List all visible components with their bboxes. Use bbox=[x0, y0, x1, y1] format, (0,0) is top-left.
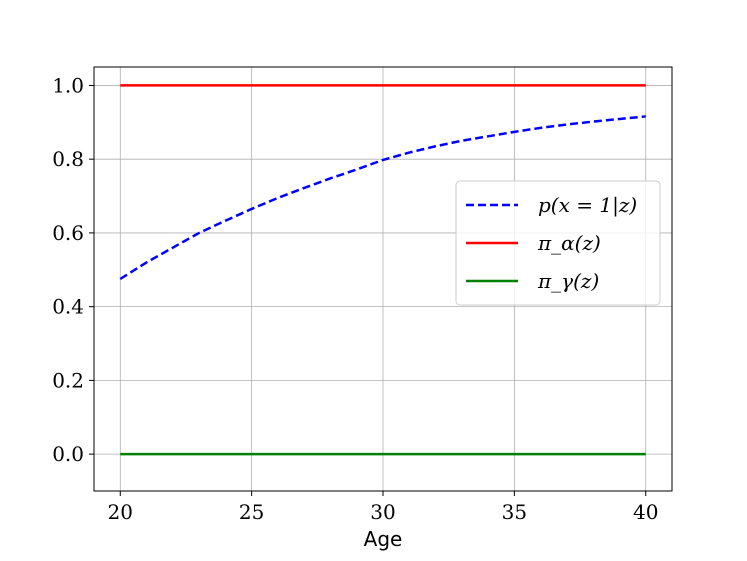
series-line-0 bbox=[119, 115, 646, 281]
legend-label-1: π_α(z) bbox=[537, 231, 601, 255]
y-tick-label: 1.0 bbox=[52, 73, 84, 97]
plot-series bbox=[119, 84, 646, 456]
x-tick-label: 25 bbox=[239, 500, 264, 524]
y-tick-label: 0.8 bbox=[52, 147, 84, 171]
legend-box bbox=[455, 180, 661, 306]
x-axis-title: Age bbox=[364, 527, 403, 551]
x-tick-label: 35 bbox=[502, 500, 527, 524]
x-tick-label: 30 bbox=[370, 500, 395, 524]
x-tick-label: 20 bbox=[108, 500, 133, 524]
y-tick-label: 0.6 bbox=[52, 221, 84, 245]
legend-label-2: π_γ(z) bbox=[537, 269, 599, 293]
x-tick-label: 40 bbox=[633, 500, 658, 524]
legend-label-0: p(x = 1|z) bbox=[538, 193, 637, 218]
y-tick-label: 0.2 bbox=[52, 368, 84, 392]
legend: p(x = 1|z) π_α(z) π_γ(z) bbox=[455, 180, 661, 306]
axis-ticks: 20 25 30 35 40 0.0 0.2 0.4 0.6 0.8 1.0 bbox=[52, 73, 658, 524]
y-tick-label: 0.4 bbox=[52, 295, 84, 319]
y-tick-label: 0.0 bbox=[52, 442, 84, 466]
